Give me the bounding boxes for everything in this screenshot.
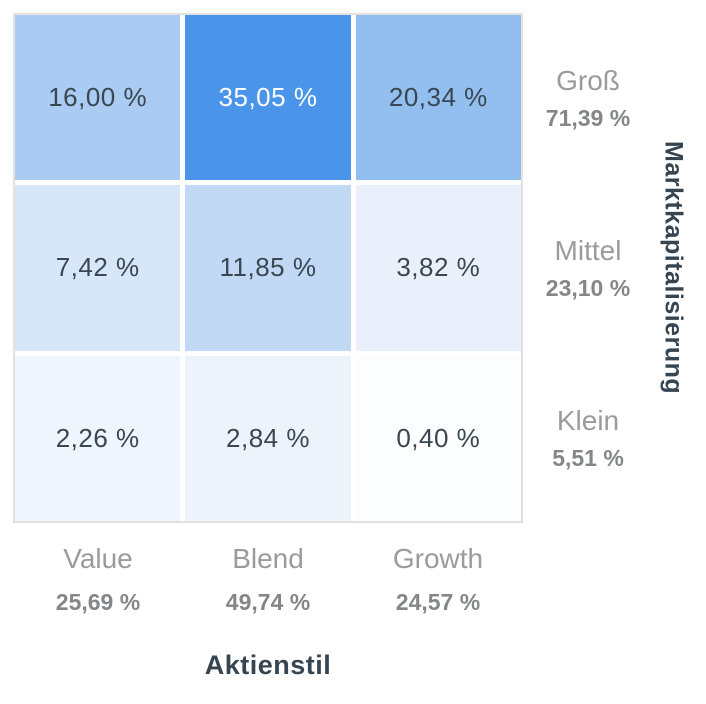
row-label-text: Groß: [556, 64, 620, 96]
col-label-blend: Blend 49,74 %: [183, 542, 353, 616]
row-label-percentage: 23,10 %: [545, 275, 631, 302]
col-label-percentage: 25,69 %: [55, 588, 141, 615]
col-label-text: Value: [63, 543, 133, 574]
row-label-klein: Klein 5,51 %: [531, 400, 645, 476]
cell-klein-growth: 0,40 %: [355, 355, 521, 521]
cell-gross-blend: 35,05 %: [185, 15, 351, 181]
x-axis-title: Aktienstil: [204, 650, 332, 680]
cell-mittel-growth: 3,82 %: [355, 185, 521, 351]
y-axis-title: Marktkapitalisierung: [659, 141, 688, 395]
cell-mittel-blend: 11,85 %: [185, 185, 351, 351]
row-label-percentage: 71,39 %: [545, 105, 631, 132]
cell-klein-value: 2,26 %: [15, 355, 181, 521]
cell-gross-value: 16,00 %: [15, 15, 181, 181]
cell-klein-blend: 2,84 %: [185, 355, 351, 521]
col-label-percentage: 49,74 %: [225, 588, 311, 615]
cell-mittel-value: 7,42 %: [15, 185, 181, 351]
col-label-value: Value 25,69 %: [13, 542, 183, 616]
row-label-text: Klein: [556, 404, 620, 436]
y-axis-title-wrap: Marktkapitalisierung: [653, 13, 693, 523]
col-label-growth: Growth 24,57 %: [353, 542, 523, 616]
row-label-text: Mittel: [554, 234, 622, 266]
col-label-text: Blend: [232, 543, 304, 574]
row-label-mittel: Mittel 23,10 %: [531, 230, 645, 306]
row-label-percentage: 5,51 %: [552, 445, 624, 472]
row-label-gross: Groß 71,39 %: [531, 60, 645, 136]
col-label-percentage: 24,57 %: [395, 588, 481, 615]
col-label-text: Growth: [392, 543, 484, 574]
cell-gross-growth: 20,34 %: [355, 15, 521, 181]
stylebox-grid: 16,00 % 35,05 % 20,34 % 7,42 % 11,85 % 3…: [13, 13, 523, 523]
